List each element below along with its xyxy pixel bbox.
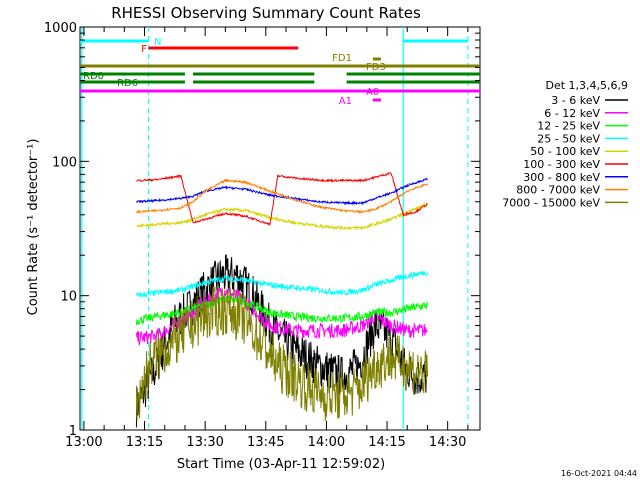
flag-label-fd3: FD3 — [366, 62, 386, 73]
y-axis-label: Count Rate (s⁻¹ detector⁻¹) — [26, 139, 41, 316]
series-layer — [135, 172, 428, 428]
legend-label-8: 7000 - 15000 keV — [502, 196, 600, 209]
chart-title: RHESSI Observing Summary Count Rates — [111, 4, 421, 22]
legend-label-0: 3 - 6 keV — [551, 94, 600, 107]
legend-label-2: 12 - 25 keV — [537, 120, 600, 133]
series-line-0 — [135, 254, 428, 428]
legend-label-1: 6 - 12 keV — [544, 107, 600, 120]
series-line-7 — [136, 178, 428, 215]
legend-label-4: 50 - 100 keV — [530, 145, 600, 158]
x-tick-label-4: 14:00 — [308, 435, 345, 450]
x-tick-label-1: 13:15 — [126, 435, 163, 450]
flag-label-rd0: RD0 — [83, 71, 104, 82]
y-tick-label-1: 10 — [60, 290, 77, 305]
flag-label-a1: A1 — [339, 96, 352, 107]
flag-label-n: N — [154, 37, 161, 48]
legend-label-6: 300 - 800 keV — [523, 171, 600, 184]
flag-label-fd1: FD1 — [332, 53, 352, 64]
x-tick-label-6: 14:30 — [429, 435, 466, 450]
legend-label-3: 25 - 50 keV — [537, 132, 600, 145]
legend-label-5: 100 - 300 keV — [523, 158, 600, 171]
series-line-3 — [135, 270, 428, 299]
flag-label-a0: A0 — [366, 87, 379, 98]
x-axis-label: Start Time (03-Apr-11 12:59:02) — [177, 457, 385, 472]
flag-label-rd6: RD6 — [117, 78, 138, 89]
plot-frame — [79, 26, 481, 431]
axes: 13:00 13:15 13:30 13:45 14:00 14:15 14:30 1 10 10… — [44, 21, 480, 450]
x-tick-label-3: 13:45 — [247, 435, 284, 450]
x-tick-label-0: 13:00 — [65, 435, 102, 450]
series-line-4 — [136, 201, 428, 231]
timestamp: 16-Oct-2021 04:44 — [561, 469, 637, 478]
legend-title: Det 1,3,4,5,6,9 — [545, 79, 628, 92]
plot-border — [79, 26, 481, 431]
y-tick-label-0: 1 — [69, 424, 77, 439]
series-line-8 — [135, 283, 428, 422]
x-tick-label-2: 13:30 — [186, 435, 223, 450]
x-tick-label-5: 14:15 — [368, 435, 405, 450]
y-tick-label-3: 1000 — [44, 21, 77, 36]
series-line-6 — [135, 177, 428, 206]
flag-bars: NF FD1 FD3 RD0 RD6 A0 A1 — [80, 37, 480, 107]
y-tick-label-2: 100 — [52, 155, 77, 170]
series-line-2 — [135, 294, 428, 326]
flag-label-f: F — [141, 44, 147, 55]
series-line-5 — [136, 172, 428, 226]
legend-label-7: 800 - 7000 keV — [516, 184, 600, 197]
